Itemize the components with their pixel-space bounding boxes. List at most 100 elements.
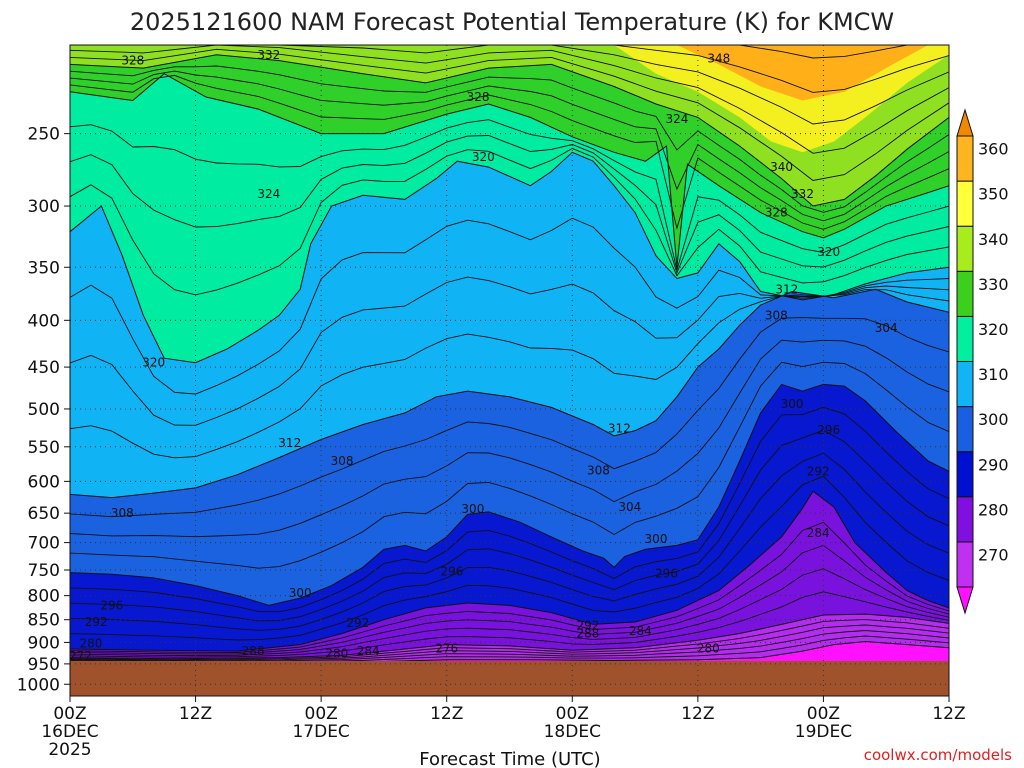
contour-line-9 — [70, 217, 949, 395]
contour-line-17 — [70, 406, 949, 613]
contour-line-2 — [70, 70, 949, 222]
contour-line-0 — [70, 54, 949, 207]
contour-line-21 — [70, 490, 949, 652]
contour-label: 284 — [807, 526, 830, 540]
x-tick-date: 18DEC — [544, 722, 601, 742]
contour-line-10 — [70, 276, 949, 426]
contour-line-34 — [70, 45, 949, 125]
contour-label: 288 — [242, 644, 265, 658]
contour-line-8 — [70, 151, 949, 364]
colorbar-tip-low — [956, 586, 974, 615]
contour-line-18 — [70, 429, 949, 622]
contour-label: 332 — [257, 48, 280, 62]
x-tick-date: 17DEC — [292, 722, 349, 742]
y-axis: 2503003504004505005506006507007508008509… — [17, 125, 70, 695]
contour-label: 304 — [618, 500, 641, 514]
contour-label: 296 — [817, 423, 840, 437]
x-tick-time: 00Z — [305, 704, 338, 724]
contour-label: 292 — [807, 464, 830, 478]
colorbar-label: 300 — [978, 410, 1009, 429]
contour-line-28 — [70, 624, 949, 661]
contour-line-25 — [70, 591, 949, 658]
contour-line-4 — [70, 73, 949, 268]
y-tick-label: 250 — [28, 125, 60, 145]
contour-line-20 — [70, 475, 949, 641]
contour-label: 332 — [791, 187, 814, 201]
plot-area — [70, 45, 949, 696]
colorbar-tip-high — [956, 108, 974, 137]
contour-label: 276 — [435, 642, 458, 656]
contour-line-26 — [70, 613, 949, 660]
contour-line-6 — [70, 135, 949, 275]
x-axis-label: Forecast Time (UTC) — [419, 749, 600, 768]
chart-title: 2025121600 NAM Forecast Potential Temper… — [130, 8, 894, 36]
contour-line-35 — [70, 45, 949, 93]
contour-label: 348 — [707, 52, 730, 66]
contour-line-3 — [70, 74, 949, 230]
contour-label: 296 — [655, 567, 678, 581]
contour-label: 288 — [577, 626, 600, 640]
contour-line-5 — [70, 119, 949, 271]
x-tick-time: 12Z — [681, 704, 714, 724]
colorbar-segment — [956, 361, 974, 408]
y-tick-label: 900 — [28, 633, 60, 653]
colorbar-segment — [956, 315, 974, 362]
colorbar-label: 280 — [978, 500, 1009, 519]
contour-label: 296 — [100, 598, 123, 612]
contour-label: 304 — [875, 321, 898, 335]
contour-label: 296 — [440, 565, 463, 579]
contour-label: 320 — [817, 245, 840, 259]
y-tick-label: 650 — [28, 504, 60, 524]
contour-label: 292 — [85, 615, 108, 629]
band-orange — [676, 45, 929, 101]
contour-label: 340 — [770, 160, 793, 174]
contour-line-14 — [70, 339, 949, 538]
contour-label: 328 — [121, 54, 144, 68]
contour-line-15 — [70, 361, 949, 569]
colorbar-label: 290 — [978, 455, 1009, 474]
contour-label: 272 — [69, 649, 92, 663]
y-tick-label: 500 — [28, 400, 60, 420]
colorbar: 270 280 290 300 310 320 330 340 350 360 — [956, 108, 1009, 615]
y-tick-label: 400 — [28, 311, 60, 331]
y-tick-label: 700 — [28, 534, 60, 554]
colorbar-segment — [956, 496, 974, 543]
isentrope-bands — [70, 45, 949, 696]
x-tick-year: 2025 — [48, 740, 91, 760]
x-tick-date: 16DEC — [41, 722, 98, 742]
y-tick-label: 800 — [28, 587, 60, 607]
contour-label: 280 — [325, 646, 348, 660]
isentrope-contours — [70, 45, 949, 664]
contour-line-33 — [70, 45, 949, 154]
colorbar-label: 320 — [978, 320, 1009, 339]
contour-line-7 — [70, 147, 949, 296]
colorbar-label: 310 — [978, 365, 1009, 384]
colorbar-segment — [956, 406, 974, 453]
colorbar-label: 350 — [978, 185, 1009, 204]
colorbar-segment — [956, 541, 974, 588]
contour-line-11 — [70, 289, 949, 459]
contour-label: 324 — [257, 187, 280, 201]
y-tick-label: 950 — [28, 655, 60, 675]
x-tick-time: 12Z — [179, 704, 212, 724]
contour-label: 320 — [472, 150, 495, 164]
contour-line-12 — [70, 288, 949, 499]
contour-label: 320 — [142, 356, 165, 370]
y-tick-label: 550 — [28, 438, 60, 458]
contour-label: 300 — [781, 397, 804, 411]
y-tick-label: 600 — [28, 472, 60, 492]
y-tick-label: 350 — [28, 258, 60, 278]
credit: coolwx.com/models — [864, 746, 1012, 764]
contour-label: 312 — [278, 436, 301, 450]
contour-label: 312 — [775, 282, 798, 296]
contour-line-22 — [70, 521, 949, 653]
x-tick-date: 19DEC — [795, 722, 852, 742]
contour-label: 328 — [467, 90, 490, 104]
colorbar-segment — [956, 451, 974, 498]
y-tick-label: 1000 — [17, 675, 60, 695]
colorbar-label: 270 — [978, 545, 1009, 564]
contour-label: 284 — [629, 624, 652, 638]
contour-label: 308 — [331, 454, 354, 468]
